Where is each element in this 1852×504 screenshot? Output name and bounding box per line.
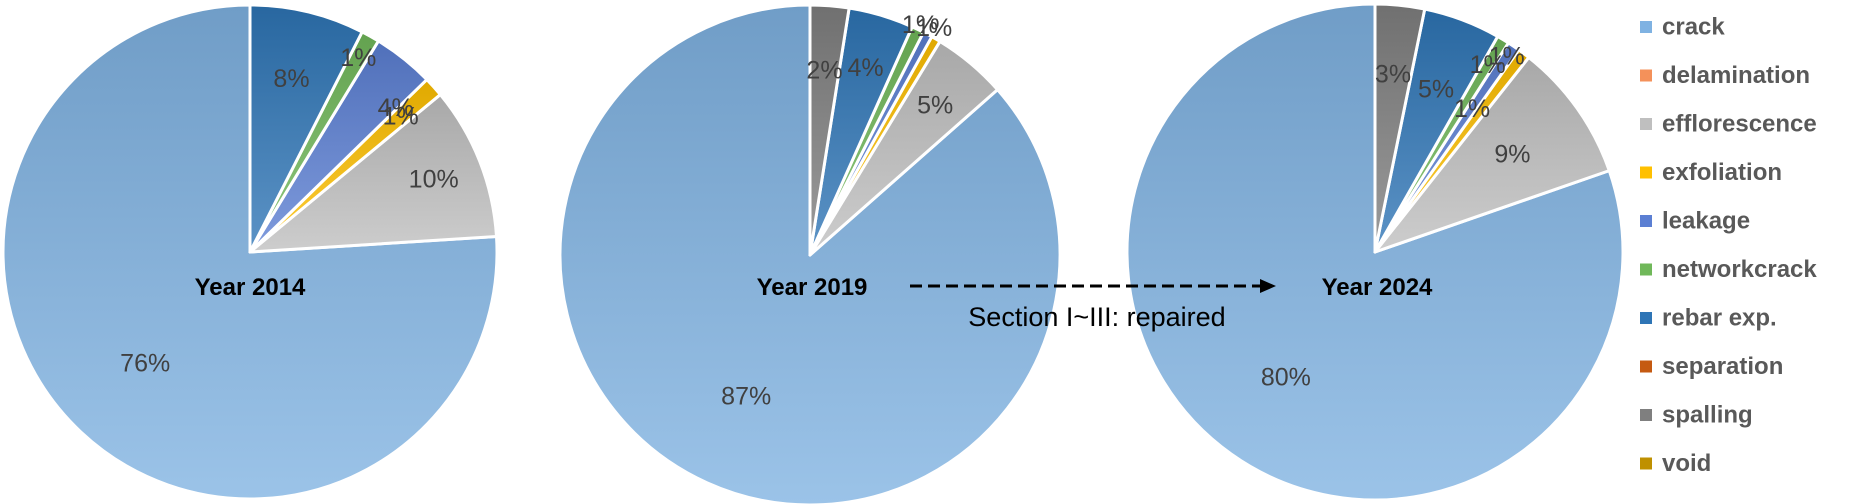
legend-item-rebar-exp: rebar exp.	[1640, 305, 1777, 332]
legend-swatch-networkcrack	[1640, 263, 1652, 276]
legend-swatch-exfoliation	[1640, 166, 1652, 179]
legend: crack delamination efflorescence exfoliatio…	[1640, 14, 1817, 477]
repair-arrow-head	[1260, 279, 1276, 293]
legend-item-efflorescence: efflorescence	[1640, 111, 1817, 138]
legend-label-delamination: delamination	[1662, 62, 1810, 89]
legend-swatch-spalling	[1640, 409, 1652, 421]
legend-item-separation: separation	[1640, 353, 1783, 380]
pie-title-year-2019: Year 2019	[757, 274, 868, 301]
legend-label-networkcrack: networkcrack	[1662, 256, 1817, 283]
legend-swatch-delamination	[1640, 69, 1652, 82]
slice-label-exfoliation: 1%	[1454, 95, 1490, 123]
slice-efflorescence	[1373, 55, 1611, 254]
slice-label-rebar-exp: 5%	[1418, 76, 1454, 104]
pie-group: 76%10%1%4%1%8%Year 201487%5%1%1%4%2%Year…	[1, 2, 1625, 504]
pie-year-2024: 80%9%1%1%1%5%3%Year 2024	[1125, 2, 1625, 502]
slice-label-rebar-exp: 4%	[848, 54, 884, 82]
legend-swatch-rebar-exp	[1640, 312, 1652, 324]
legend-label-exfoliation: exfoliation	[1662, 159, 1782, 186]
slice-label-leakage: 1%	[1489, 43, 1525, 71]
legend-swatch-void	[1640, 457, 1652, 470]
slice-label-networkcrack: 1%	[902, 11, 938, 39]
legend-swatch-separation	[1640, 360, 1652, 373]
legend-label-crack: crack	[1662, 14, 1725, 41]
legend-label-separation: separation	[1662, 353, 1783, 380]
pie-title-year-2024: Year 2024	[1322, 274, 1433, 301]
pie-year-2019: 87% 5% 1%1% 4%2% Year 2019	[558, 3, 1062, 504]
pie-year-2014: 76% 10% 1%4%1% 8% Year 2014	[1, 3, 499, 501]
slice-label-networkcrack: 1%	[1470, 51, 1506, 79]
legend-label-void: void	[1662, 450, 1711, 477]
slice-spalling	[1373, 2, 1427, 254]
slice-label-rebar-exp: 8%	[273, 65, 309, 93]
legend-label-leakage: leakage	[1662, 208, 1750, 235]
legend-item-void: void	[1640, 450, 1711, 477]
slice-label-leakage: 4%	[378, 94, 414, 122]
legend-item-leakage: leakage	[1640, 208, 1750, 235]
slice-label-spalling: 2%	[806, 57, 842, 85]
slice-label-crack: 76%	[120, 350, 170, 378]
slice-label-exfoliation: 1%	[916, 14, 952, 42]
slice-label-efflorescence: 9%	[1494, 140, 1530, 168]
slice-label-efflorescence: 10%	[409, 165, 459, 193]
slice-rebar-exp	[248, 3, 364, 254]
slice-label-crack: 87%	[721, 382, 771, 410]
slice-efflorescence	[248, 93, 499, 254]
pie-title-year-2014: Year 2014	[195, 274, 306, 301]
legend-item-spalling: spalling	[1640, 402, 1753, 429]
legend-item-exfoliation: exfoliation	[1640, 159, 1782, 186]
legend-label-efflorescence: efflorescence	[1662, 111, 1817, 138]
legend-swatch-leakage	[1640, 215, 1652, 227]
legend-item-crack: crack	[1640, 14, 1725, 41]
legend-item-networkcrack: networkcrack	[1640, 256, 1817, 283]
repair-annotation-text: Section I~III: repaired	[968, 302, 1225, 332]
legend-swatch-crack	[1640, 21, 1652, 33]
legend-item-delamination: delamination	[1640, 62, 1810, 89]
slice-label-crack: 80%	[1261, 363, 1311, 391]
slice-label-efflorescence: 5%	[917, 92, 953, 120]
slice-label-spalling: 3%	[1375, 60, 1411, 88]
slice-spalling	[808, 3, 851, 257]
legend-label-rebar-exp: rebar exp.	[1662, 305, 1777, 332]
slice-label-exfoliation: 1%	[383, 103, 419, 131]
repair-annotation: Section I~III: repaired	[910, 279, 1276, 332]
legend-label-spalling: spalling	[1662, 402, 1753, 429]
legend-swatch-efflorescence	[1640, 118, 1652, 130]
slice-label-networkcrack: 1%	[340, 44, 376, 72]
